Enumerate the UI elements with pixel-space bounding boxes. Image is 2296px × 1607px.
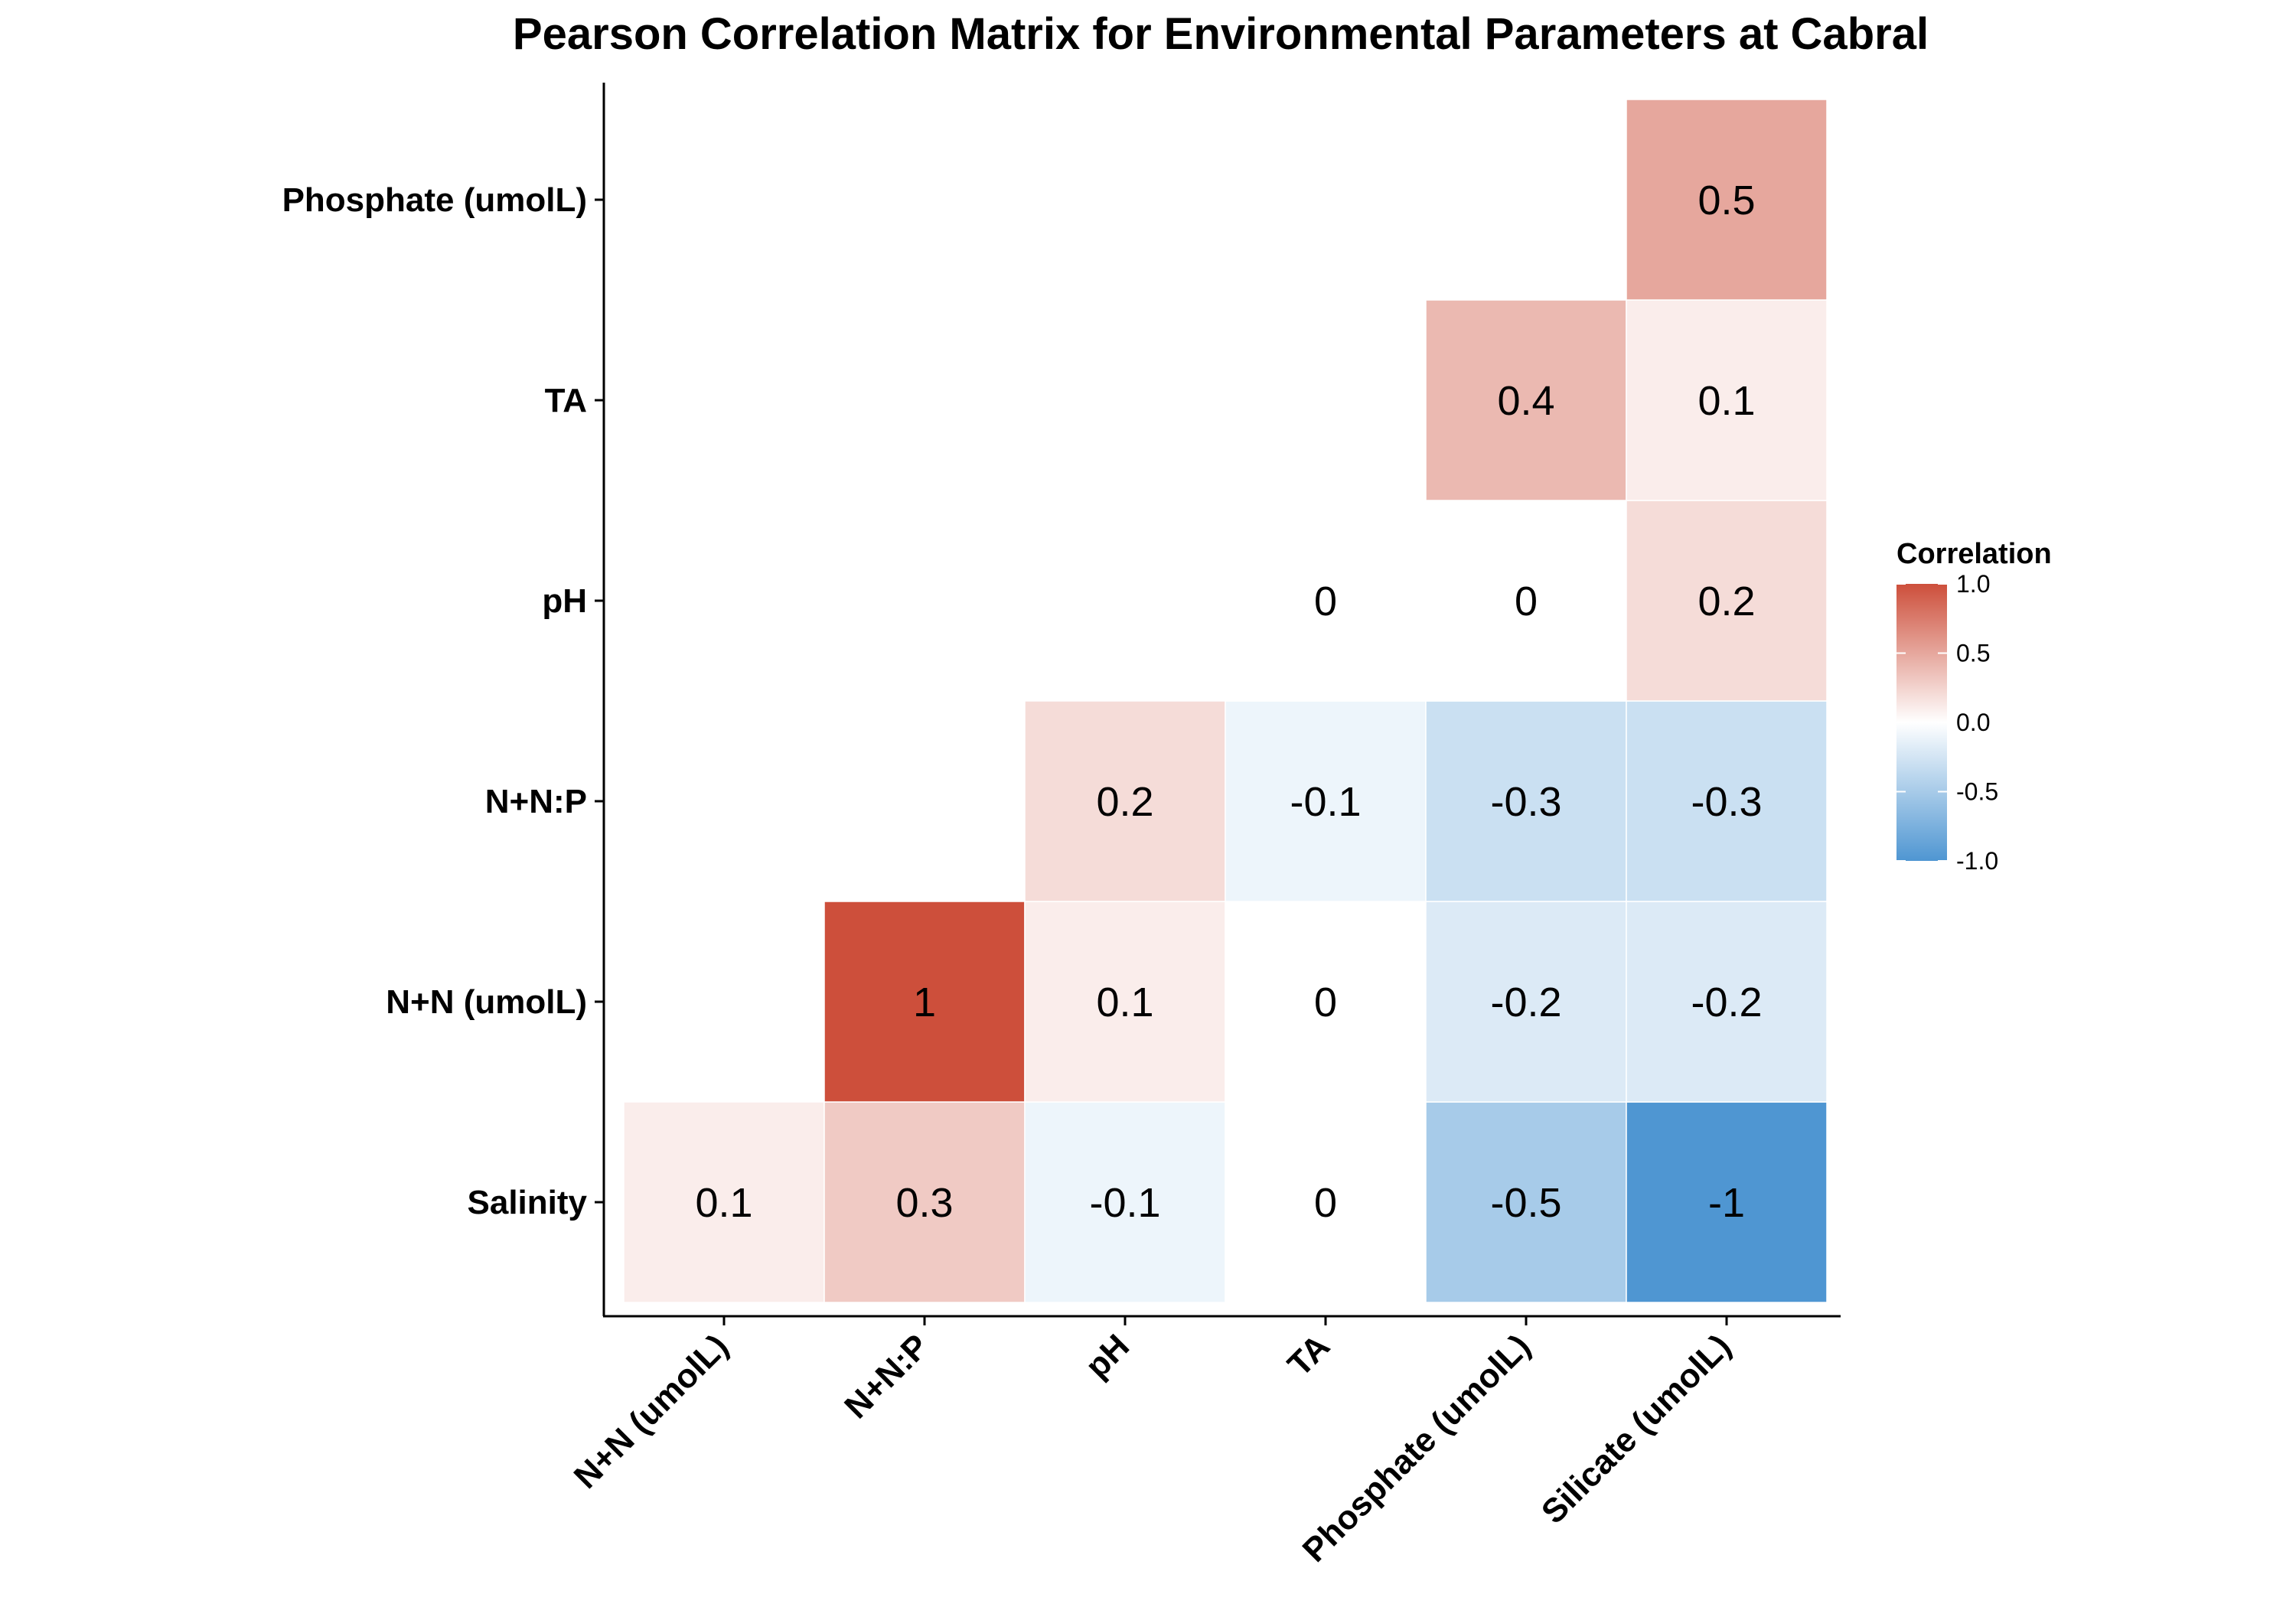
heatmap-cell bbox=[1425, 1101, 1627, 1303]
heatmap-cell bbox=[1626, 299, 1828, 501]
cell-value-label: 0 bbox=[1314, 980, 1337, 1025]
x-axis-tick-label: pH bbox=[1078, 1327, 1137, 1385]
y-axis-tick-label: Salinity bbox=[468, 1184, 588, 1221]
cell-value-label: 0.1 bbox=[1698, 378, 1755, 424]
heatmap-cell bbox=[823, 1101, 1026, 1303]
cell-value-label: -0.5 bbox=[1490, 1180, 1561, 1226]
legend-tick-label: -0.5 bbox=[1956, 778, 1998, 806]
heatmap-cell bbox=[1626, 1101, 1828, 1303]
x-axis-tick-label: TA bbox=[1280, 1327, 1337, 1384]
heatmap-cell bbox=[1225, 901, 1427, 1103]
legend-tick-label: -1.0 bbox=[1956, 847, 1998, 875]
cell-value-label: -0.1 bbox=[1089, 1180, 1160, 1226]
heatmap-cell bbox=[1024, 901, 1226, 1103]
cell-value-label: 0.4 bbox=[1497, 378, 1554, 424]
cell-value-label: 0.3 bbox=[895, 1180, 953, 1226]
y-axis-tick-label: N+N (umolL) bbox=[386, 983, 587, 1021]
legend-title: Correlation bbox=[1896, 538, 2052, 570]
y-axis-tick-label: pH bbox=[542, 582, 587, 620]
y-axis-tick-label: Phosphate (umolL) bbox=[282, 181, 587, 219]
heatmap-cell bbox=[1626, 500, 1828, 702]
cell-value-label: -0.2 bbox=[1691, 980, 1762, 1025]
cell-value-label: -0.3 bbox=[1490, 779, 1561, 825]
heatmap-cells: 0.1 0.3 -0.1 0 -0.5 -1 1 0.1 0 -0.2 -0.2 0.2 -0.1 -0.… bbox=[623, 99, 1828, 1303]
x-axis-tick-label: N+N:P bbox=[837, 1327, 936, 1426]
x-axis-tick-label: Phosphate (umolL) bbox=[1296, 1327, 1538, 1569]
cell-value-label: -0.2 bbox=[1490, 980, 1561, 1025]
heatmap-cell bbox=[1626, 700, 1828, 902]
heatmap-cell bbox=[1425, 901, 1627, 1103]
cell-value-label: 0.2 bbox=[1096, 779, 1153, 825]
cell-value-label: 0 bbox=[1515, 579, 1538, 624]
chart-title: Pearson Correlation Matrix for Environme… bbox=[513, 9, 1929, 59]
heatmap-cell bbox=[1626, 901, 1828, 1103]
y-axis-labels: Salinity N+N (umolL) N+N:P pH TA Phosphate (u… bbox=[282, 181, 604, 1221]
heatmap-cell bbox=[1425, 299, 1627, 501]
cell-value-label: 0 bbox=[1314, 1180, 1337, 1226]
heatmap-cell bbox=[1425, 500, 1627, 702]
heatmap-cell bbox=[1225, 1101, 1427, 1303]
heatmap-cell bbox=[623, 1101, 825, 1303]
y-axis-tick-label: N+N:P bbox=[485, 783, 587, 820]
cell-value-label: -0.3 bbox=[1691, 779, 1762, 825]
heatmap-cell bbox=[823, 901, 1026, 1103]
legend-tick-label: 0.0 bbox=[1956, 709, 1990, 736]
cell-value-label: 0.5 bbox=[1698, 178, 1755, 223]
cell-value-label: 0.1 bbox=[695, 1180, 752, 1226]
cell-value-label: 0.2 bbox=[1698, 579, 1755, 624]
x-axis-tick-label: N+N (umolL) bbox=[567, 1327, 735, 1495]
cell-value-label: -0.1 bbox=[1290, 779, 1361, 825]
heatmap-cell bbox=[1626, 99, 1828, 301]
cell-value-label: 0 bbox=[1314, 579, 1337, 624]
legend-tick-label: 0.5 bbox=[1956, 640, 1990, 667]
color-legend: Correlation 1.0 0.5 0.0 -0.5 -1.0 bbox=[1896, 538, 2052, 875]
axes bbox=[602, 83, 1841, 1318]
legend-ticks: 1.0 0.5 0.0 -0.5 -1.0 bbox=[1896, 570, 1998, 875]
heatmap-cell bbox=[1225, 500, 1427, 702]
cell-value-label: 1 bbox=[913, 980, 936, 1025]
heatmap-cell bbox=[1225, 700, 1427, 902]
cell-value-label: -1 bbox=[1708, 1180, 1745, 1226]
cell-value-label: 0.1 bbox=[1096, 980, 1153, 1025]
heatmap-cell bbox=[1024, 700, 1226, 902]
y-axis-tick-label: TA bbox=[545, 382, 587, 419]
legend-tick-label: 1.0 bbox=[1956, 570, 1990, 598]
x-axis-tick-label: Silicate (umolL) bbox=[1534, 1327, 1738, 1530]
